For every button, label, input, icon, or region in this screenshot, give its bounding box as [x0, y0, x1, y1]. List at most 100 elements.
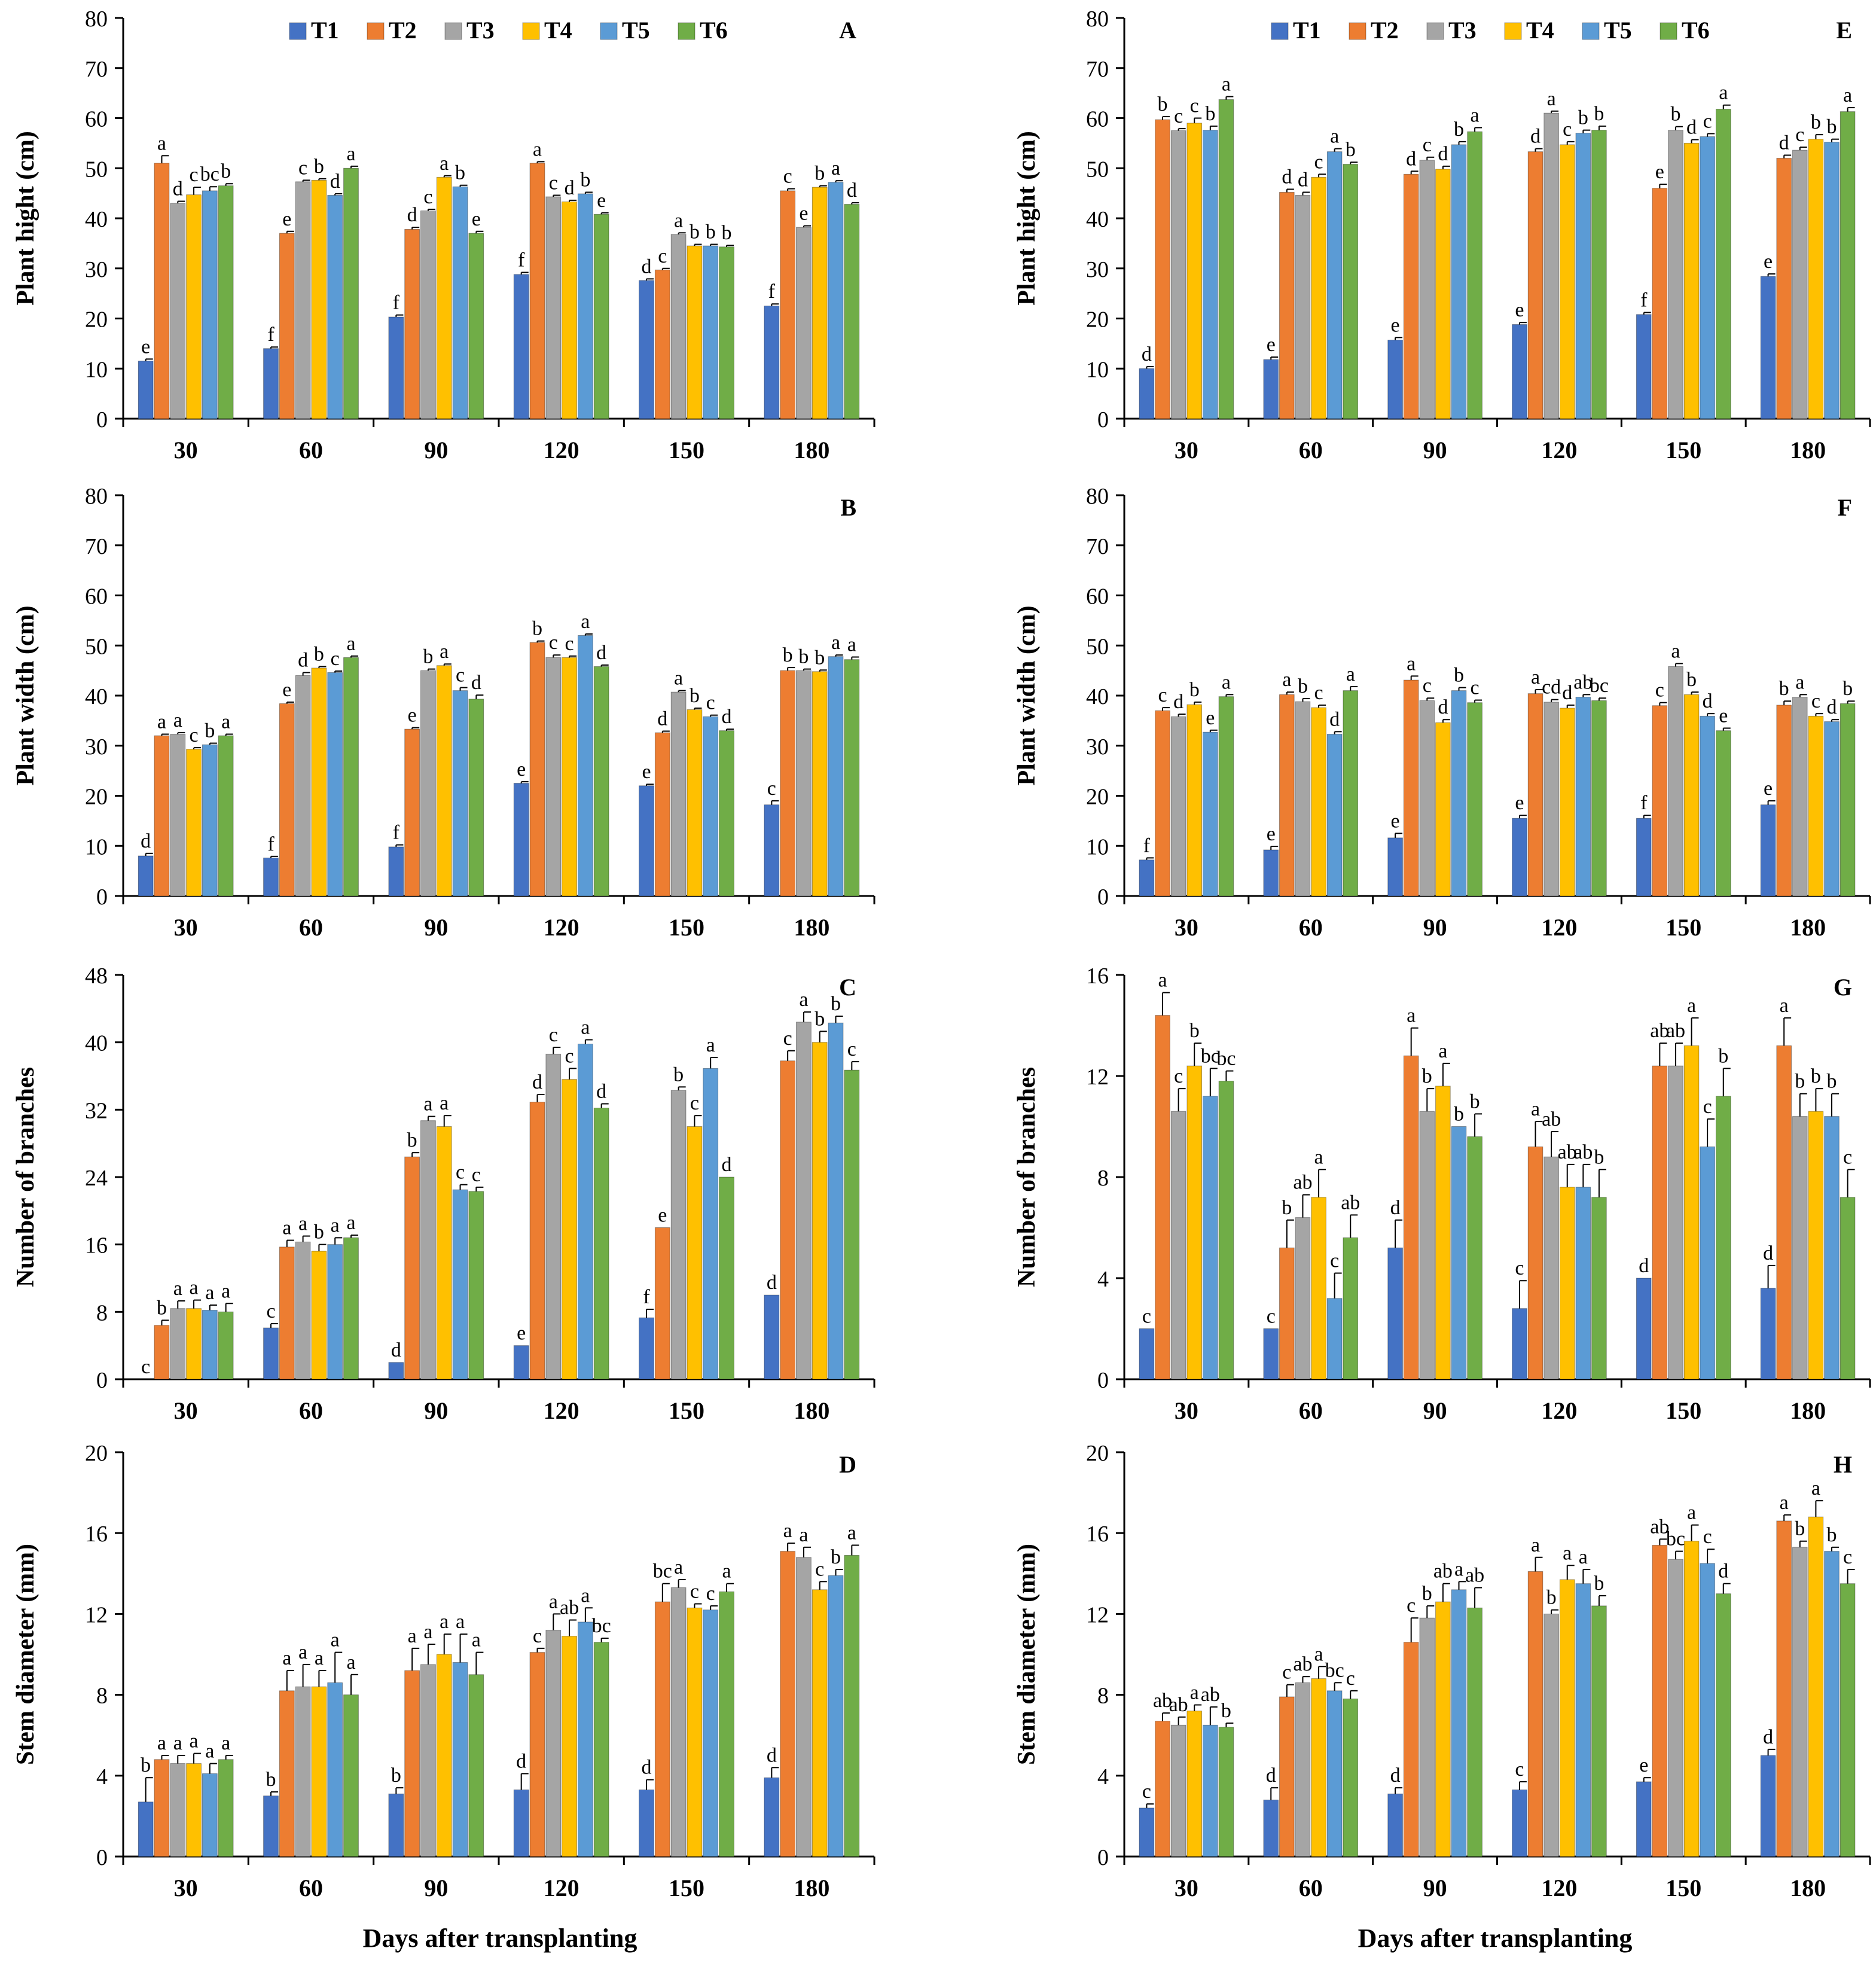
- significance-letter: a: [847, 634, 856, 656]
- legend-label-t1: T1: [1293, 17, 1321, 44]
- significance-letter: e: [1764, 778, 1773, 800]
- panel-f: 0 10 20 30 40 50 60 70 80 30 60 90 120 150 180 Plant wi…: [1013, 484, 1871, 941]
- significance-letter: ab: [1573, 671, 1593, 693]
- bar-t5: [1824, 721, 1840, 897]
- bar-t5: [452, 690, 468, 897]
- significance-letter: c: [847, 1038, 856, 1060]
- significance-letter: bc: [1325, 1659, 1344, 1681]
- bar-t3: [545, 1629, 562, 1857]
- significance-letter: a: [173, 1732, 182, 1754]
- significance-letter: b: [798, 646, 809, 668]
- x-tick-label: 120: [1541, 914, 1577, 941]
- significance-letter: cd: [1542, 676, 1561, 699]
- bar-t6: [719, 1591, 734, 1857]
- significance-letter: d: [1562, 682, 1572, 704]
- x-tick-label: 60: [299, 437, 323, 464]
- x-tick-label: 30: [174, 1874, 198, 1901]
- significance-letter: a: [331, 1629, 340, 1651]
- significance-letter: b: [314, 156, 324, 178]
- panel-label: H: [1834, 1451, 1852, 1478]
- legend-swatch-t4: [1504, 22, 1522, 40]
- bar-t3: [295, 1686, 311, 1857]
- x-tick-label: 30: [1175, 1397, 1198, 1424]
- bar-t3: [1792, 1547, 1808, 1857]
- y-tick-label: 16: [85, 1522, 108, 1547]
- legend-label-t5: T5: [1604, 17, 1632, 44]
- y-tick-label: 0: [96, 1368, 108, 1393]
- significance-letter: b: [1594, 1572, 1604, 1595]
- y-axis-title: Plant hight (cm): [12, 131, 39, 306]
- significance-letter: a: [706, 1034, 715, 1056]
- bar-t5: [1203, 130, 1218, 419]
- bar-t4: [1311, 707, 1326, 897]
- bar-t5: [1203, 731, 1218, 897]
- bar-t3: [170, 1763, 186, 1857]
- bar-t1: [1512, 1308, 1527, 1380]
- bar-t5: [577, 1621, 593, 1857]
- significance-letter: b: [783, 644, 793, 666]
- legend-label-t4: T4: [1526, 17, 1554, 44]
- x-tick-label: 180: [1790, 1874, 1826, 1901]
- significance-letter: c: [1655, 679, 1664, 702]
- significance-letter: b: [1205, 103, 1215, 125]
- bar-t1: [513, 274, 529, 419]
- bar-t1: [1139, 1328, 1155, 1380]
- bar-t1: [1387, 1793, 1403, 1857]
- significance-letter: d: [642, 1757, 652, 1779]
- y-axis-title: Plant width (cm): [1013, 606, 1041, 786]
- y-tick-label: 8: [1097, 1684, 1109, 1709]
- bar-t6: [343, 657, 359, 897]
- y-tick-label: 0: [96, 1845, 108, 1870]
- significance-letter: d: [1763, 1242, 1773, 1264]
- x-tick-label: 180: [794, 914, 829, 941]
- panel-e: 0 10 20 30 40 50 60 70 80 30 60 90 120 150 180 Plant hi…: [1013, 7, 1871, 464]
- significance-letter: f: [393, 822, 400, 844]
- significance-letter: c: [1190, 95, 1199, 117]
- significance-letter: e: [282, 208, 291, 230]
- bar-t5: [1451, 1126, 1467, 1380]
- y-axis-title: Number of branches: [12, 1067, 39, 1287]
- bar-t1: [1760, 276, 1776, 419]
- bar-t3: [295, 675, 311, 897]
- significance-letter: ab: [1433, 1560, 1453, 1583]
- y-tick-label: 10: [1086, 357, 1109, 382]
- bar-t6: [1343, 690, 1359, 897]
- significance-letter: b: [1422, 1583, 1432, 1605]
- significance-letter: d: [173, 178, 183, 200]
- significance-letter: e: [597, 190, 606, 212]
- panel-g: 0 4 8 12 16 30 60 90 120 150 180 Number of branches…: [1013, 964, 1871, 1424]
- significance-letter: e: [1515, 792, 1524, 814]
- significance-letter: a: [157, 132, 166, 154]
- bar-t2: [1279, 694, 1295, 897]
- bar-t3: [1668, 1065, 1683, 1380]
- bar-t1: [1760, 1288, 1776, 1380]
- bar-t2: [654, 732, 670, 897]
- significance-letter: a: [831, 632, 840, 654]
- significance-letter: a: [674, 1556, 683, 1578]
- y-tick-label: 20: [1086, 307, 1109, 333]
- significance-letter: a: [440, 1611, 449, 1633]
- bar-t3: [1295, 194, 1311, 419]
- bar-t4: [812, 187, 828, 419]
- bar-t2: [780, 670, 796, 897]
- y-tick-label: 20: [85, 1441, 108, 1466]
- panel-label: G: [1834, 974, 1852, 1001]
- significance-letter: b: [1718, 1045, 1728, 1067]
- significance-letter: e: [1206, 707, 1215, 729]
- bar-t1: [513, 1345, 529, 1380]
- bar-t5: [327, 1682, 343, 1857]
- bar-t4: [311, 1686, 327, 1857]
- y-axis-title: Number of branches: [1013, 1067, 1041, 1287]
- bar-t5: [1700, 715, 1715, 897]
- x-tick-label: 120: [544, 437, 579, 464]
- significance-letter: a: [331, 1214, 340, 1236]
- significance-letter: d: [1639, 1255, 1649, 1277]
- y-tick-label: 20: [1086, 1441, 1109, 1466]
- y-tick-label: 30: [85, 734, 108, 760]
- bar-t4: [1683, 142, 1700, 419]
- significance-letter: f: [768, 281, 776, 303]
- significance-letter: c: [1563, 118, 1572, 141]
- bar-t2: [529, 1652, 545, 1857]
- bar-t6: [468, 1191, 484, 1380]
